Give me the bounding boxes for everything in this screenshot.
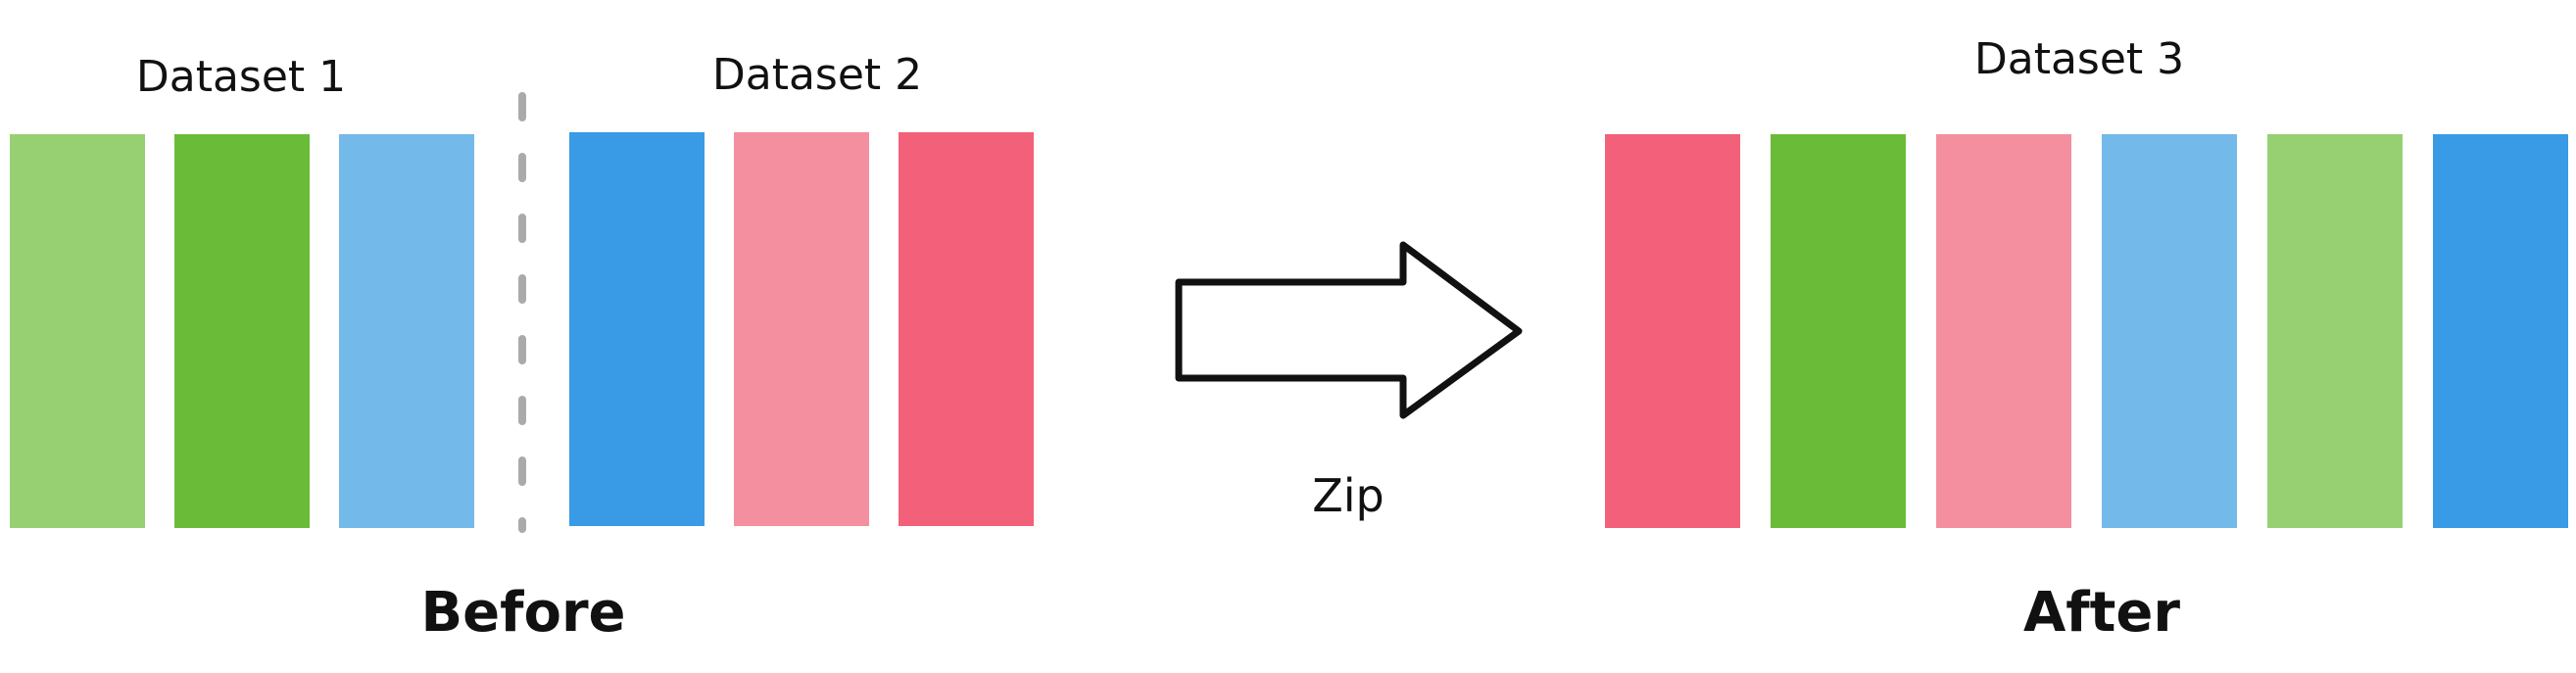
dataset-1-block [174, 134, 310, 528]
dataset-1-block [339, 134, 474, 528]
dataset-2-block [899, 132, 1034, 526]
after-caption: After [2023, 581, 2180, 645]
right-arrow-icon [1179, 245, 1519, 415]
dataset-3-block [1936, 134, 2071, 528]
dataset-3-block [2102, 134, 2237, 528]
dataset-3-block [1771, 134, 1906, 528]
dataset-2-block [569, 132, 705, 526]
dataset-1-label: Dataset 1 [136, 52, 346, 102]
zip-label: Zip [1312, 469, 1385, 522]
dataset-3-block [2433, 134, 2568, 528]
dataset-1-block [10, 134, 145, 528]
before-caption: Before [420, 581, 625, 645]
dataset-2-block [734, 132, 869, 526]
dataset-3-block [2267, 134, 2403, 528]
dataset-3-block [1605, 134, 1740, 528]
dataset-2-label: Dataset 2 [712, 50, 922, 100]
dataset-3-label: Dataset 3 [1974, 34, 2184, 84]
